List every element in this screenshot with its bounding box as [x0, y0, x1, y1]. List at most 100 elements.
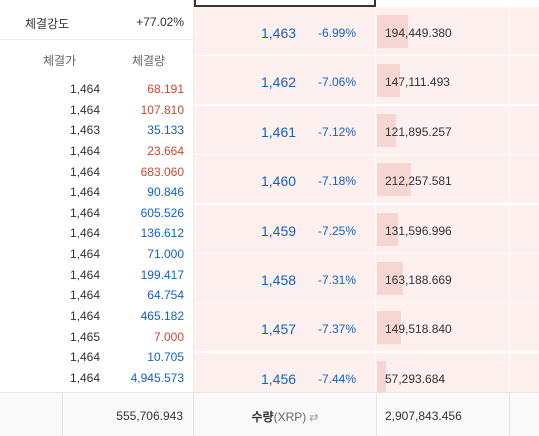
- row-divider: [375, 254, 376, 303]
- quantity-label: 수량: [251, 410, 274, 424]
- ask-row[interactable]: 1,461 -7.12% 121,895.257: [194, 105, 539, 155]
- depth-bar: [377, 64, 401, 98]
- tick-row: 1,464 68.191: [0, 80, 194, 101]
- tick-price: 1,464: [70, 185, 101, 200]
- ask-price[interactable]: 1,461: [261, 123, 297, 140]
- ask-change-rate: -7.06%: [318, 75, 357, 90]
- trade-ticks-panel: 체결강도 +77.02% 체결가 체결량 1,464 68.191 1,464 107…: [0, 0, 194, 392]
- tick-row: 1,464 71.000: [0, 245, 194, 266]
- tick-row: 1,464 683.060: [0, 163, 194, 184]
- row-divider: [375, 105, 376, 155]
- tick-price: 1,464: [70, 350, 101, 365]
- ask-change-rate: -7.18%: [318, 174, 357, 189]
- depth-bar: [377, 113, 397, 147]
- tick-volume: 35.133: [147, 123, 184, 138]
- footer-divider: [376, 393, 377, 436]
- tick-volume: 68.191: [147, 82, 184, 96]
- row-divider: [509, 105, 510, 155]
- tick-price: 1,464: [70, 82, 101, 96]
- row-divider: [509, 155, 510, 205]
- ask-quantity: 131,596.996: [385, 223, 452, 238]
- row-divider: [375, 352, 376, 402]
- ask-row[interactable]: 1,460 -7.18% 212,257.581: [194, 155, 539, 205]
- tick-volume: 199.417: [140, 267, 184, 282]
- tick-volume: 10.705: [147, 350, 184, 365]
- total-bid-quantity: 555,706.943: [116, 409, 183, 423]
- footer-divider: [193, 393, 194, 436]
- tick-volume: 7.000: [153, 329, 184, 344]
- ask-row[interactable]: 1,463 -6.99% 194,449.380: [194, 7, 539, 56]
- trade-strength-label: 체결강도: [25, 17, 70, 31]
- ask-quantity: 149,518.840: [385, 322, 452, 337]
- ask-change-rate: -7.12%: [318, 124, 357, 139]
- ask-change-rate: -6.99%: [318, 26, 357, 40]
- tick-volume: 71.000: [147, 247, 184, 262]
- ask-change-rate: -7.31%: [318, 273, 357, 287]
- ask-price[interactable]: 1,459: [261, 222, 297, 239]
- trade-strength-value: +77.02%: [136, 15, 184, 29]
- tick-volume: 465.182: [140, 309, 184, 324]
- tick-volume: 64.754: [147, 288, 184, 303]
- ask-change-rate: -7.44%: [318, 371, 357, 386]
- tick-row: 1,464 605.526: [0, 204, 194, 225]
- row-divider: [375, 56, 376, 106]
- ask-row[interactable]: 1,462 -7.06% 147,111.493: [194, 56, 539, 106]
- depth-bar: [377, 360, 387, 394]
- tick-row: 1,464 64.754: [0, 286, 194, 307]
- row-divider: [509, 7, 510, 56]
- ask-row[interactable]: 1,457 -7.37% 149,518.840: [194, 303, 539, 353]
- orderbook-footer: 555,706.943 수량(XRP) ⇄ 2,907,843.456: [0, 392, 539, 436]
- tick-list: 1,464 68.191 1,464 107.810 1,463 35.133 1,464 2…: [0, 80, 194, 390]
- ask-row[interactable]: 1,459 -7.25% 131,596.996: [194, 204, 539, 254]
- ask-price[interactable]: 1,463: [261, 25, 297, 41]
- depth-bar: [377, 212, 399, 246]
- ask-row[interactable]: 1,458 -7.31% 163,188.669: [194, 254, 539, 303]
- tick-price: 1,464: [70, 247, 101, 262]
- selected-price-frame: [194, 0, 376, 7]
- quantity-unit-toggle[interactable]: 수량(XRP) ⇄: [194, 408, 376, 425]
- tick-volume: 23.664: [147, 143, 184, 158]
- row-divider: [509, 254, 510, 303]
- tick-price: 1,464: [70, 102, 101, 117]
- tick-row: 1,464 23.664: [0, 142, 194, 163]
- row-divider: [375, 155, 376, 205]
- tick-price: 1,464: [70, 205, 101, 220]
- tick-price: 1,464: [70, 226, 101, 241]
- ask-quantity: 121,895.257: [385, 124, 452, 139]
- tick-volume: 605.526: [140, 205, 184, 220]
- tick-price: 1,464: [70, 370, 101, 385]
- ask-price[interactable]: 1,456: [261, 370, 297, 387]
- footer-divider: [509, 393, 510, 436]
- tick-row: 1,463 35.133: [0, 121, 194, 142]
- tick-price: 1,464: [70, 267, 101, 282]
- row-divider: [509, 56, 510, 106]
- row-divider: [509, 352, 510, 402]
- tick-volume: 683.060: [140, 164, 184, 179]
- ask-list: 1,463 -6.99% 194,449.380 1,462 -7.06% 147,111…: [194, 7, 539, 402]
- tick-volume: 107.810: [140, 102, 184, 117]
- quantity-unit: (XRP): [273, 410, 307, 424]
- tick-row: 1,465 7.000: [0, 328, 194, 349]
- tick-row: 1,464 90.846: [0, 183, 194, 204]
- swap-icon[interactable]: ⇄: [309, 412, 319, 424]
- row-divider: [375, 303, 376, 353]
- tick-price-header: 체결가: [43, 54, 77, 68]
- depth-bar: [377, 163, 411, 197]
- ask-price[interactable]: 1,458: [261, 272, 297, 288]
- trade-strength-row: 체결강도 +77.02%: [0, 0, 194, 40]
- ask-quantity: 194,449.380: [385, 26, 452, 40]
- tick-row: 1,464 199.417: [0, 266, 194, 287]
- row-divider: [375, 204, 376, 254]
- ask-price[interactable]: 1,462: [261, 74, 297, 91]
- tick-price: 1,465: [70, 329, 101, 344]
- tick-volume: 90.846: [147, 185, 184, 200]
- tick-row: 1,464 465.182: [0, 307, 194, 328]
- ask-price[interactable]: 1,457: [261, 321, 297, 338]
- ask-price[interactable]: 1,460: [261, 173, 297, 190]
- ask-change-rate: -7.25%: [318, 223, 357, 238]
- ask-quantity: 212,257.581: [385, 174, 452, 189]
- row-divider: [375, 7, 376, 56]
- row-divider: [509, 204, 510, 254]
- tick-price: 1,464: [70, 309, 101, 324]
